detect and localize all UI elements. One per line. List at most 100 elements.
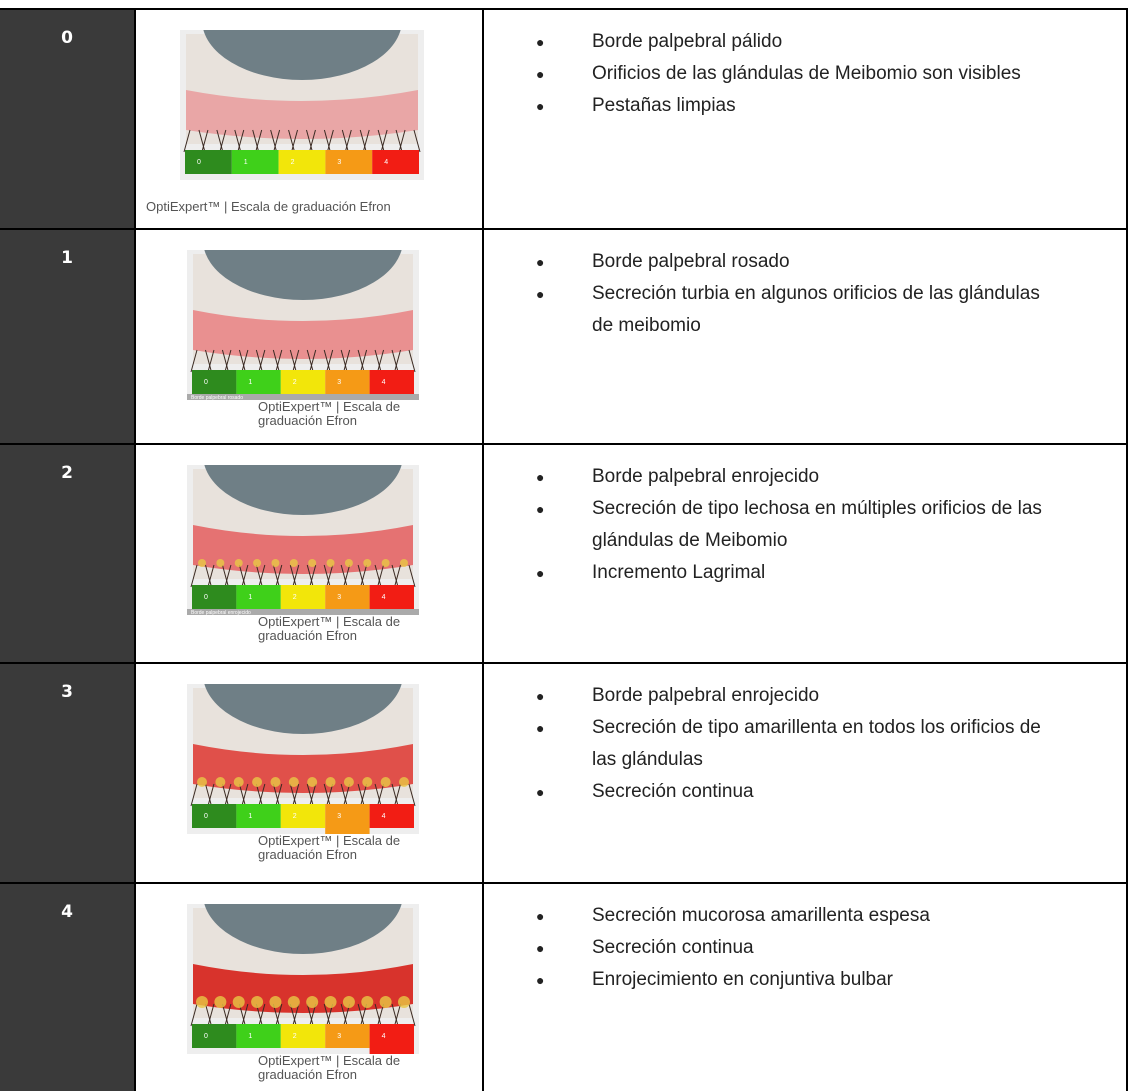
bullet-item: Secreción continua <box>536 932 1066 964</box>
lash <box>323 564 331 588</box>
lash <box>357 1003 365 1027</box>
lash <box>207 349 215 373</box>
bullet-item: Borde palpebral rosado <box>536 246 1066 278</box>
scale-box <box>325 1024 370 1048</box>
lash <box>204 1003 212 1027</box>
lash <box>343 783 351 807</box>
grade-cell: 4 <box>0 882 134 1091</box>
bullet-item: Borde palpebral enrojecido <box>536 461 1066 493</box>
lash <box>326 564 334 588</box>
bullet-item: Secreción continua <box>536 776 1066 808</box>
scale-box <box>236 1024 281 1048</box>
lash <box>234 129 242 153</box>
scale-box <box>325 370 370 394</box>
lash <box>204 783 212 807</box>
lash <box>221 1003 229 1027</box>
lash <box>241 1003 249 1027</box>
row-border <box>0 443 1128 445</box>
scale-box <box>280 1024 326 1048</box>
lash <box>190 349 198 373</box>
lash <box>306 349 314 373</box>
iris <box>204 465 402 515</box>
secretion <box>326 559 335 567</box>
lash <box>391 783 399 807</box>
grade-cell: 2 <box>0 443 134 662</box>
bullet-list: Borde palpebral rosadoSecreción turbia e… <box>536 246 1066 342</box>
scale-label: 0 <box>204 813 208 820</box>
eye-image: 0 1 2 3 4 <box>187 684 419 834</box>
scale-label: 2 <box>293 1033 297 1040</box>
lash <box>357 564 365 588</box>
scale-box <box>231 150 279 174</box>
lash <box>292 783 300 807</box>
lash <box>340 349 348 373</box>
lash <box>258 349 266 373</box>
lash <box>252 129 260 153</box>
lash <box>241 783 249 807</box>
secretion <box>380 777 391 787</box>
scale-label: 3 <box>337 1033 341 1040</box>
lash <box>359 129 367 153</box>
image-caption: OptiExpert™ | Escala de graduación Efron <box>146 199 391 214</box>
scale-box <box>369 585 414 609</box>
lash <box>221 349 229 373</box>
bullet-list: Borde palpebral enrojecidoSecreción de t… <box>536 680 1066 808</box>
lid-margin <box>193 310 413 359</box>
grade-cell: 1 <box>0 228 134 443</box>
lash <box>326 129 334 153</box>
secretion <box>270 777 281 787</box>
lash <box>292 564 300 588</box>
lash <box>241 349 249 373</box>
scale-label: 2 <box>293 594 297 601</box>
scale-label: 4 <box>382 1033 386 1040</box>
lash <box>377 129 385 153</box>
grade-cell: 3 <box>0 662 134 882</box>
eye-image: 0 1 2 3 4 <box>180 30 424 180</box>
lash <box>306 564 314 588</box>
lash <box>238 349 246 373</box>
grade-number: 4 <box>61 902 73 922</box>
scale-label: 4 <box>382 379 386 386</box>
scale-label: 2 <box>293 379 297 386</box>
lash <box>190 564 198 588</box>
lash <box>340 1003 348 1027</box>
lash <box>258 564 266 588</box>
scale-label: 4 <box>382 813 386 820</box>
image-label-bar <box>187 394 419 400</box>
lash <box>380 129 388 153</box>
lid-margin <box>193 964 413 1013</box>
scale-box <box>280 804 326 828</box>
secretion <box>325 777 336 787</box>
grade-number: 1 <box>61 248 73 268</box>
lash <box>362 129 370 153</box>
bullet-item: Secreción de tipo lechosa en múltiples o… <box>536 493 1066 557</box>
image-cell: 0 1 2 3 4 Borde palpebral enrojecido OptiExper… <box>134 443 484 662</box>
secretion <box>234 559 243 567</box>
secretion <box>232 996 245 1008</box>
grade-number: 3 <box>61 682 73 702</box>
lash <box>273 129 281 153</box>
iris <box>204 684 402 734</box>
scale-label: 1 <box>244 159 248 166</box>
lash <box>377 1003 385 1027</box>
scale-box <box>325 150 373 174</box>
lash <box>326 349 334 373</box>
lash <box>198 129 206 153</box>
bullet-cell: Borde palpebral pálidoOrificios de las g… <box>484 8 1128 228</box>
eye-image: 0 1 2 3 4 <box>187 904 419 1054</box>
secretion <box>287 996 300 1008</box>
lash <box>289 564 297 588</box>
lash <box>394 1003 402 1027</box>
iris <box>203 30 401 80</box>
image-cell: 0 1 2 3 4 OptiExpert™ | Escala de graduación … <box>134 882 484 1091</box>
secretion <box>398 996 410 1008</box>
lash <box>377 349 385 373</box>
lash <box>272 783 280 807</box>
lash <box>270 129 278 153</box>
secretion <box>344 559 353 567</box>
lash <box>255 783 263 807</box>
image-cell: 0 1 2 3 4 OptiExpert™ | Escala de graduación … <box>134 8 484 228</box>
lash <box>288 129 296 153</box>
image-cell: 0 1 2 3 4 Borde palpebral rosado OptiExpert™ |… <box>134 228 484 443</box>
bullet-item: Secreción turbia en algunos orificios de… <box>536 278 1066 342</box>
